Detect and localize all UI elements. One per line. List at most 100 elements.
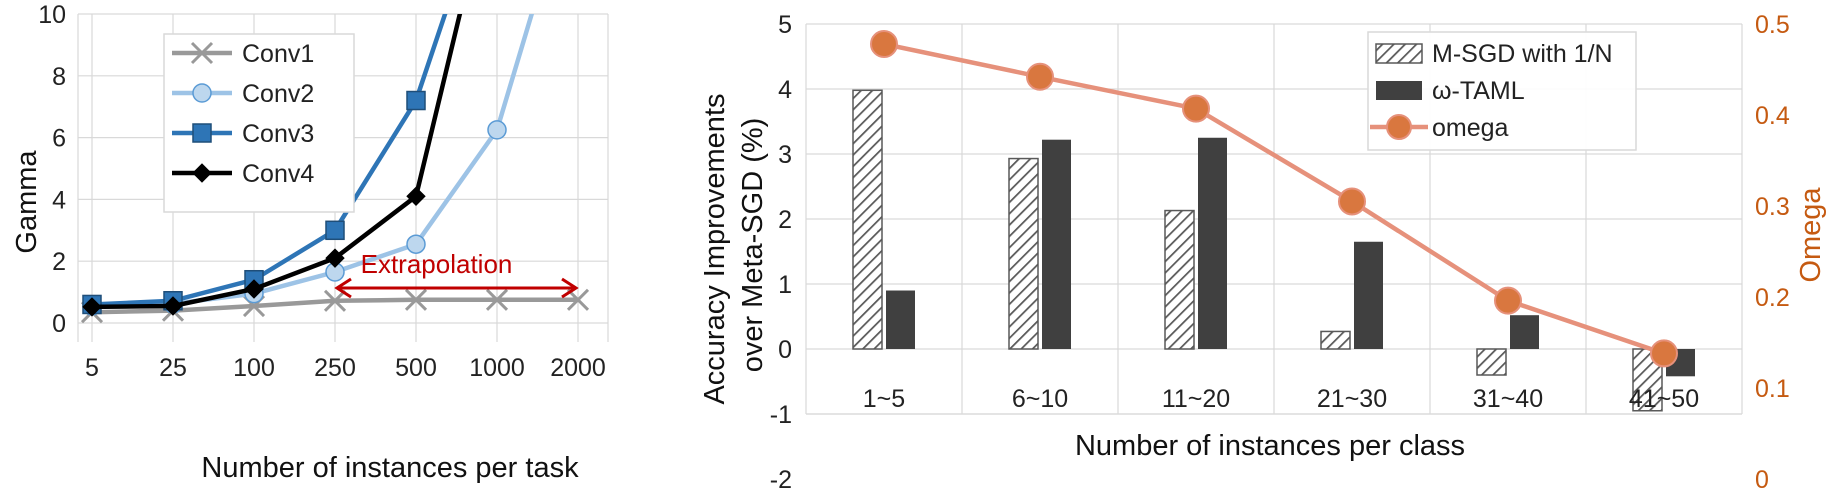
series-omega-taml [886,137,1695,377]
right-y2-tick: 0.4 [1755,102,1790,130]
data-point [82,297,102,317]
omega-point [870,30,898,59]
right-x-tick: 11~20 [1162,385,1230,413]
right-y-tick: 2 [778,206,792,234]
legend-item-conv4: Conv4 [172,160,314,188]
left-legend: Conv1 Conv2 Conv3 Conv4 [163,33,355,213]
right-y2-tick: 0 [1755,466,1769,491]
right-y-axis-title-line2: over Meta-SGD (%) [737,118,769,373]
left-x-tick: 1000 [469,354,525,382]
bar [1008,157,1039,350]
right-y-tick: 5 [778,11,792,39]
left-x-tick: 2000 [550,354,606,382]
legend-item-1: ω-TAML [1376,77,1525,105]
right-x-tick: 6~10 [1012,385,1068,413]
right-secondary-y-axis-title: Omega [1795,187,1827,283]
bar [886,290,915,349]
data-point [323,289,347,312]
data-point [244,279,264,299]
data-point [404,288,428,311]
legend-item-conv2: Conv2 [172,80,314,108]
right-y-tick-labels: -2 -1 0 1 2 3 4 5 [770,11,792,491]
legend-item-conv1: Conv1 [172,40,314,68]
right-y2-tick: 0.1 [1755,375,1790,403]
right-y-tick: -1 [770,401,792,429]
left-y-tick: 0 [52,310,66,338]
left-y-tick: 2 [52,248,66,276]
left-x-tick: 500 [395,354,437,382]
omega-point [1494,286,1522,315]
omega-point [1338,187,1366,216]
data-point [566,288,590,311]
legend-marker [190,41,214,65]
right-y-tick: -2 [770,466,792,491]
bar [1164,209,1195,350]
right-bars [852,89,1695,412]
right-y-axis-title-line1: Accuracy Improvements [699,94,731,405]
legend-marker [192,123,212,143]
data-point [163,296,183,316]
data-point [487,120,507,140]
bar [1198,137,1227,349]
legend-marker [192,163,212,183]
right-x-tick: 31~40 [1473,385,1543,413]
left-x-axis-title: Number of instances per task [201,452,579,484]
right-y2-tick: 0.3 [1755,193,1790,221]
data-point [406,90,426,111]
bar [1320,330,1351,350]
right-y-tick: 3 [778,141,792,169]
right-secondary-y-tick-labels: 0 0.1 0.2 0.3 0.4 0.5 [1755,11,1790,491]
omega-point [1182,94,1210,123]
series-conv4 [82,14,463,317]
legend-swatch-hatched [1375,43,1423,64]
left-x-tick: 5 [85,354,99,382]
extrapolation-arrowhead-right [561,277,579,299]
legend-label: M-SGD with 1/N [1432,40,1613,68]
left-y-tick: 8 [52,63,66,91]
legend-marker [1386,114,1412,140]
legend-label: omega [1432,114,1509,142]
series-m-sgd [852,89,1663,412]
right-x-axis-title: Number of instances per class [1075,430,1465,462]
bar [1476,348,1507,376]
legend-item-conv3: Conv3 [172,120,314,148]
series-line [91,14,448,307]
omega-line [870,30,1678,368]
legend-item-0: M-SGD with 1/N [1375,40,1613,68]
omega-point [1026,62,1054,91]
right-y-tick: 1 [778,271,792,299]
left-x-tick-labels: 5 25 100 250 500 1000 2000 [85,354,606,382]
right-y-axis-title: Accuracy Improvements over Meta-SGD (%) [699,85,769,404]
bar [1042,139,1071,349]
right-y2-tick: 0.5 [1755,11,1790,39]
left-x-tick: 25 [159,354,187,382]
bar [1354,241,1383,349]
legend-label: Conv2 [242,80,314,108]
legend-swatch-solid [1376,81,1422,100]
extrapolation-label: Extrapolation [361,249,513,279]
legend-marker [192,83,212,103]
right-x-tick: 1~5 [863,385,905,413]
legend-label: Conv1 [242,40,314,68]
right-x-tick: 21~30 [1317,385,1387,413]
right-x-tick: 41~50 [1629,385,1699,413]
data-point [325,248,345,268]
left-y-tick: 6 [52,125,66,153]
left-y-tick-labels: 0 2 4 6 8 10 [38,1,66,338]
right-x-tick-labels: 1~5 6~10 11~20 21~30 31~40 41~50 [863,385,1699,413]
omega-series-line [883,41,1665,356]
left-x-tick: 100 [233,354,275,382]
left-y-tick: 10 [38,1,66,29]
omega-point [1650,339,1678,368]
data-point [485,288,509,311]
bar [852,89,883,350]
right-y-tick: 0 [778,336,792,364]
right-y-tick: 4 [778,76,792,104]
left-series-lines [80,14,590,324]
left-x-tick: 250 [314,354,356,382]
extrapolation-annotation: Extrapolation [334,249,579,299]
right-legend: M-SGD with 1/N ω-TAML omega [1367,31,1637,151]
legend-item-2: omega [1370,114,1509,142]
accuracy-bar-chart: -2 -1 0 1 2 3 4 5 0 0.1 0.2 0.3 0.4 0.5 1~5 6~10 11~20… [699,11,1827,491]
